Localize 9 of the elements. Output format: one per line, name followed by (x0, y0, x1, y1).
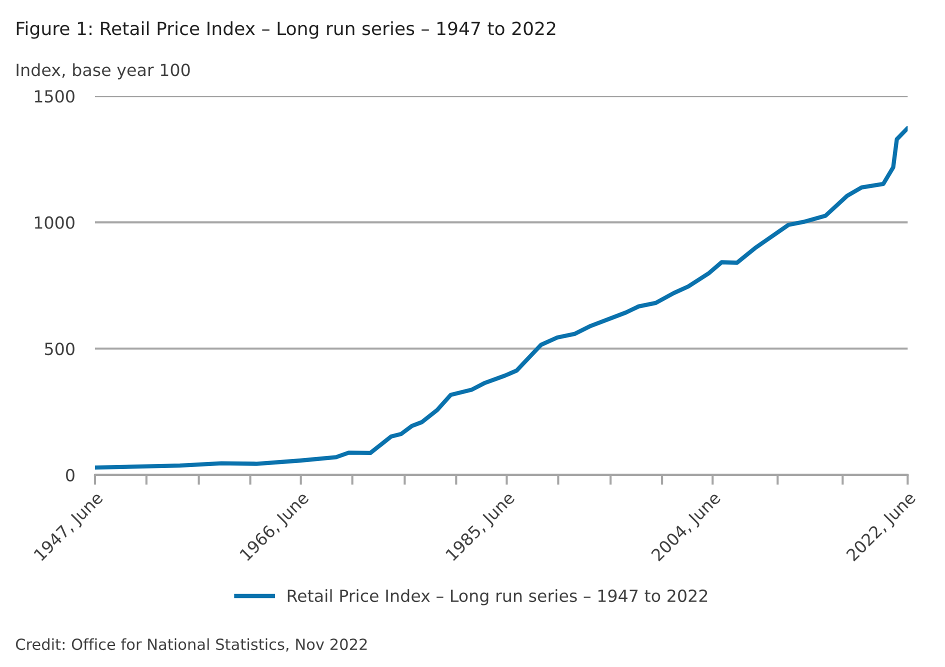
chart-title: Figure 1: Retail Price Index – Long run series – 1947 to 2022 (16, 21, 556, 39)
y-tick-label: 0 (66, 468, 74, 482)
y-tick-label: 1000 (34, 216, 74, 229)
y-tick-label: 1500 (34, 90, 74, 103)
y-axis-title: Index, base year 100 (16, 63, 190, 80)
y-tick-label: 500 (45, 342, 74, 356)
legend-label: Retail Price Index – Long run series – 1947 to 2022 (288, 589, 708, 606)
text: Credit: Office for National Statistics, Nov 2022 (16, 638, 367, 652)
line-series (94, 126, 908, 470)
